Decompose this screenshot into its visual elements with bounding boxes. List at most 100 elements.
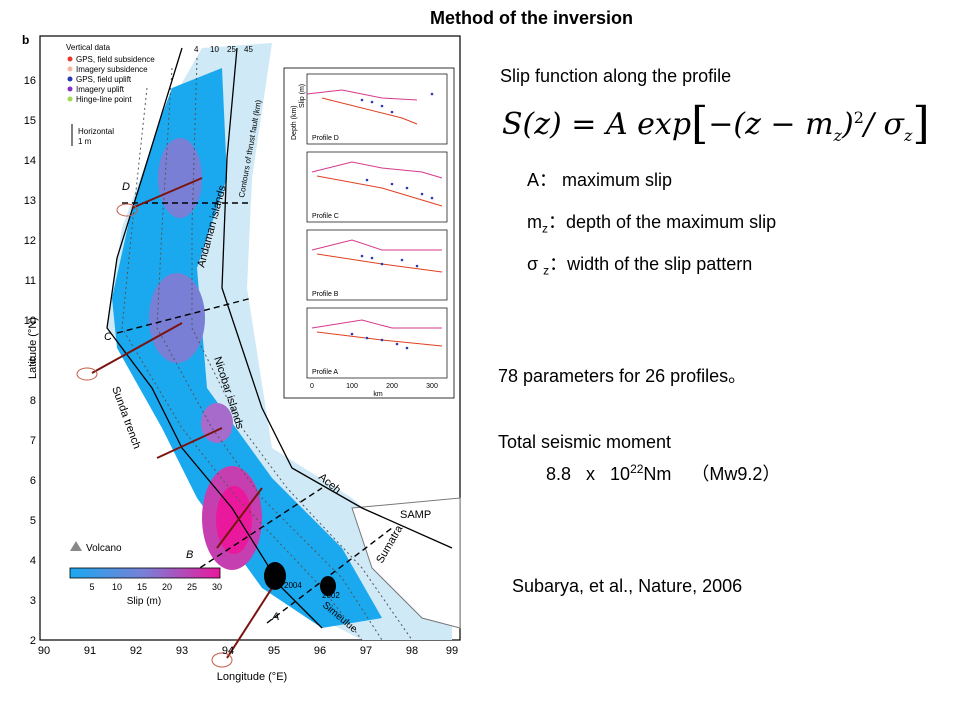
contour-value: 25 [227, 45, 236, 54]
profile-label: Profile B [312, 291, 339, 298]
volcano-label: Volcano [86, 543, 122, 554]
sigma-symbol: σ [527, 254, 539, 274]
profile-panel-frame [306, 229, 448, 301]
slip-tick: 20 [162, 582, 172, 592]
inset-x-tick: 200 [386, 383, 398, 390]
inset-depth-axis: Depth (km) [291, 105, 298, 140]
inset-slip-axis: Slip (m) [299, 84, 306, 108]
legend-item: Imagery uplift [76, 85, 125, 94]
volcano-icon [70, 541, 82, 551]
mz-symbol: m [527, 212, 542, 232]
error-ellipse [211, 652, 233, 668]
x-tick: 96 [314, 645, 326, 657]
horizontal-label: Horizontal [78, 127, 114, 136]
x-axis-label: Longitude (°E) [217, 671, 287, 683]
horizontal-scale: 1 m [78, 137, 92, 146]
legend-item: Imagery subsidence [76, 65, 148, 74]
slip-curve [311, 319, 442, 329]
moment-mw: （Mw9.2） [691, 464, 781, 484]
a-definition: A： maximum slip [527, 170, 673, 190]
y-tick: 6 [30, 475, 36, 487]
moment-unit: Nm [643, 464, 672, 484]
y-tick: 16 [24, 75, 36, 87]
back-arc-line [221, 47, 453, 549]
sunda-trench-line [106, 47, 323, 629]
formula-div: / σ [863, 107, 905, 142]
formula-bracket-open: [ [691, 98, 709, 149]
profile-letter-a: A [271, 611, 279, 623]
slip-tick: 10 [112, 582, 122, 592]
gps-vector [226, 587, 273, 659]
inset-x-ticks: 0 100 200 300 [310, 383, 438, 390]
epicenter-2002-label: 2002 [322, 591, 340, 600]
legend-marker [67, 56, 73, 62]
formula-bracket-close: ] [912, 98, 930, 149]
inset-x-tick: 300 [426, 383, 438, 390]
slip-colorbar [69, 567, 221, 579]
slip-tick: 5 [89, 582, 94, 592]
gps-vector [91, 322, 183, 374]
y-tick: 10 [24, 315, 36, 327]
profile-line-c [116, 297, 253, 334]
x-tick: 99 [446, 645, 458, 657]
place-label-samp: SAMP [400, 509, 431, 521]
profile-panel-frame [306, 307, 448, 379]
epicenter-2004 [264, 562, 286, 590]
y-tick: 14 [24, 155, 36, 167]
profile-letter-b: B [186, 549, 193, 561]
citation: Subarya, et al., Nature, 2006 [512, 576, 743, 596]
profile-insets: Profile D Profile C Profile B Profile A [283, 67, 455, 399]
legend-item: Hinge-line point [76, 95, 132, 104]
interface-curve [321, 97, 418, 125]
sigma-text: ：width of the slip pattern [549, 254, 753, 274]
y-tick: 13 [24, 195, 36, 207]
slip-curve [311, 161, 443, 179]
sumatra-land [351, 497, 461, 629]
y-tick: 2 [30, 635, 36, 647]
gps-vector [156, 427, 223, 459]
mz-subscript: z [542, 221, 548, 236]
slip-colorbar-ticks: 5 10 15 20 25 30 [89, 582, 222, 592]
profile-line-a [266, 527, 393, 624]
legend-marker [67, 76, 73, 82]
gps-vector [131, 177, 203, 209]
mz-text: ：depth of the maximum slip [548, 212, 777, 232]
slip-formula: S(z) = A exp[−(z − mz)2/ σz] [502, 98, 930, 149]
slip-curve [306, 89, 418, 101]
parameters-text: 78 parameters for 26 profiles。 [498, 366, 747, 386]
inset-data-points [350, 92, 434, 350]
y-tick: 12 [24, 235, 36, 247]
page-title: Method of the inversion [430, 8, 634, 28]
contour-value: 45 [244, 45, 253, 54]
x-tick: 97 [360, 645, 372, 657]
legend-marker [67, 86, 73, 92]
error-ellipse [76, 367, 98, 381]
legend-item: GPS, field uplift [76, 75, 132, 84]
inset-x-label: km [373, 391, 383, 398]
epicenter-2004-label: 2004 [284, 581, 302, 590]
x-tick: 95 [268, 645, 280, 657]
error-ellipse [116, 203, 138, 217]
formula-sub-z: z [833, 126, 842, 145]
y-tick: 3 [30, 595, 36, 607]
profile-letter-d: D [122, 181, 130, 193]
y-tick-labels: 2 3 4 5 6 7 8 9 10 11 12 13 14 15 16 [24, 75, 36, 647]
x-tick-labels: 90 91 92 93 94 95 96 97 98 99 [38, 645, 458, 657]
slip-colorbar-label: Slip (m) [127, 596, 161, 607]
profile-label: Profile D [312, 135, 339, 142]
x-tick: 98 [406, 645, 418, 657]
contour-line [191, 57, 413, 641]
slip-map-figure: 2004 2002 b 2 3 4 5 6 7 8 9 10 11 12 13 … [22, 28, 462, 688]
profile-line-b [191, 487, 323, 574]
profile-panel-b: Profile B [306, 229, 448, 301]
sigma-subscript: z [543, 263, 550, 278]
formula-sub-z2: z [904, 126, 913, 145]
profile-label: Profile C [312, 213, 339, 220]
legend: Vertical data GPS, field subsidence Imag… [66, 43, 155, 146]
inset-x-tick: 0 [310, 383, 314, 390]
legend-title: Vertical data [66, 43, 111, 52]
x-tick: 91 [84, 645, 96, 657]
y-tick: 8 [30, 395, 36, 407]
sigma-definition: σ z：width of the slip pattern [527, 250, 752, 278]
x-tick: 93 [176, 645, 188, 657]
